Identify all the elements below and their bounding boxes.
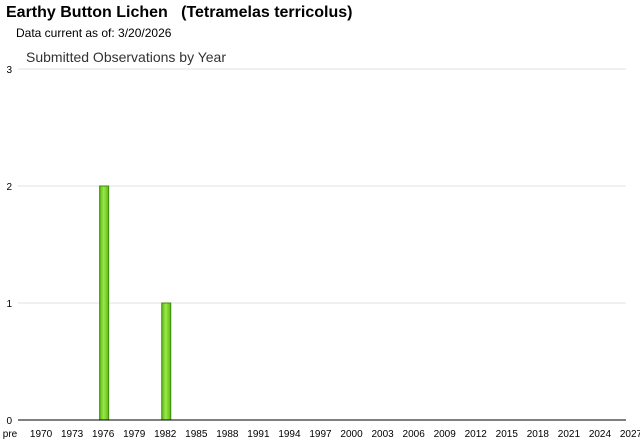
x-tick-label: pre bbox=[3, 429, 18, 440]
x-tick-label: 1991 bbox=[247, 429, 270, 440]
chart-title: Submitted Observations by Year bbox=[26, 49, 227, 65]
x-axis-ticks: pre 1970 1973 1976 1979 1982 1985 1988 1991 1994 1… bbox=[3, 429, 640, 440]
y-tick-label: 2 bbox=[6, 182, 12, 193]
x-tick-label: 1973 bbox=[61, 429, 84, 440]
x-tick-label: 1988 bbox=[216, 429, 239, 440]
x-tick-label: 2012 bbox=[465, 429, 488, 440]
x-tick-label: 1970 bbox=[30, 429, 53, 440]
bar-1982[interactable] bbox=[161, 302, 172, 421]
data-current-date: Data current as of: 3/20/2026 bbox=[16, 26, 172, 40]
x-tick-label: 1979 bbox=[123, 429, 146, 440]
x-tick-label: 1982 bbox=[154, 429, 177, 440]
y-axis-ticks: 0 1 2 3 bbox=[6, 65, 12, 427]
y-tick-label: 0 bbox=[6, 416, 12, 427]
bar-1976[interactable] bbox=[99, 185, 110, 421]
x-tick-label: 2003 bbox=[371, 429, 394, 440]
x-tick-label: 2009 bbox=[434, 429, 457, 440]
y-tick-label: 1 bbox=[6, 299, 12, 310]
x-tick-label: 1985 bbox=[185, 429, 208, 440]
x-tick-label: 2015 bbox=[496, 429, 519, 440]
x-tick-label: 2027 bbox=[620, 429, 640, 440]
x-tick-label: 1997 bbox=[309, 429, 332, 440]
x-tick-label: 1994 bbox=[278, 429, 301, 440]
x-tick-label: 1976 bbox=[92, 429, 115, 440]
x-tick-label: 2000 bbox=[340, 429, 363, 440]
gridlines bbox=[18, 68, 626, 304]
x-tick-label: 2018 bbox=[527, 429, 550, 440]
page-title: Earthy Button Lichen (Tetramelas terrico… bbox=[6, 4, 353, 21]
x-tick-label: 2006 bbox=[403, 429, 426, 440]
x-tick-label: 2021 bbox=[558, 429, 581, 440]
x-tick-label: 2024 bbox=[589, 429, 612, 440]
y-tick-label: 3 bbox=[6, 65, 12, 76]
